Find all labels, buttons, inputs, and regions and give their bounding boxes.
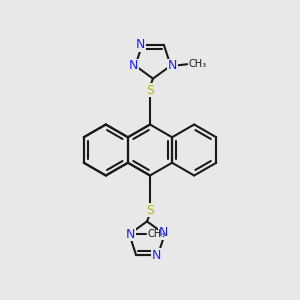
Text: N: N xyxy=(158,226,168,239)
Text: N: N xyxy=(126,228,136,241)
Text: CH₃: CH₃ xyxy=(147,229,165,239)
Text: S: S xyxy=(146,203,154,217)
Text: N: N xyxy=(152,248,161,262)
Text: N: N xyxy=(167,59,177,72)
Text: S: S xyxy=(146,83,154,97)
Text: CH₃: CH₃ xyxy=(189,59,207,69)
Text: N: N xyxy=(129,59,139,72)
Text: N: N xyxy=(136,38,145,52)
